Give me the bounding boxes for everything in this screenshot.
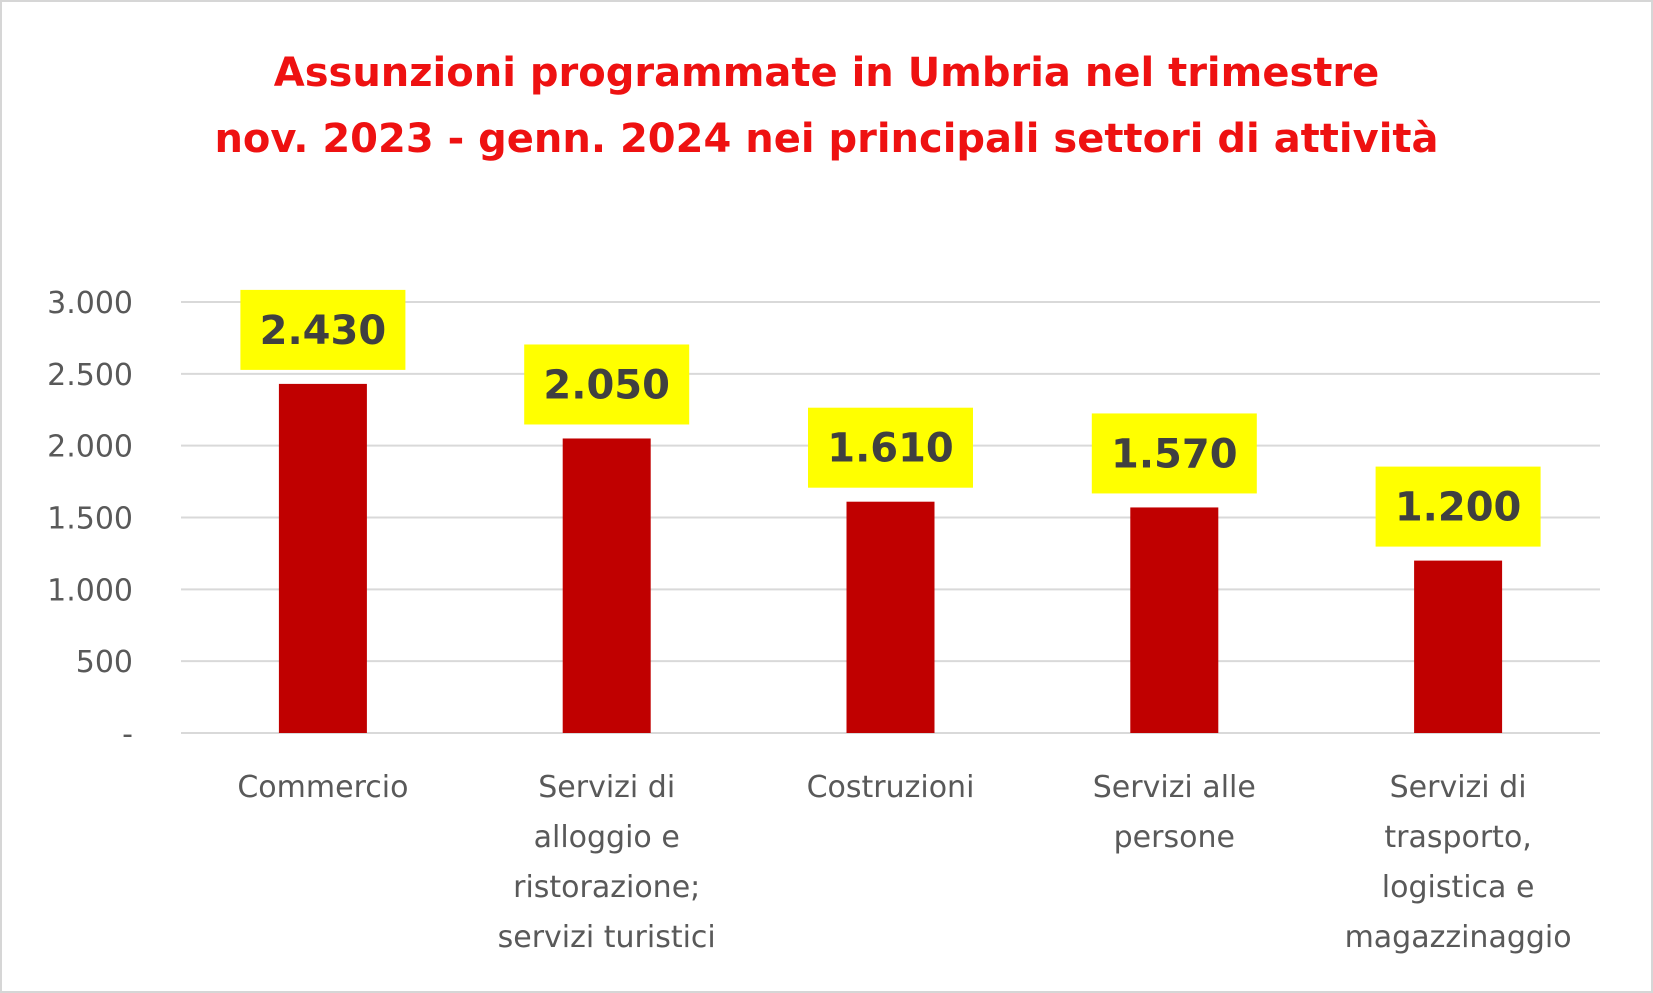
bar <box>562 438 651 733</box>
data-label: 2.050 <box>524 344 690 425</box>
bar <box>846 501 935 733</box>
x-tick-label-line: persone <box>1114 820 1235 855</box>
x-tick-label: Servizi alle persone <box>1093 770 1256 855</box>
chart-title-line-1: Assunzioni programmate in Umbria nel tri… <box>273 50 1380 96</box>
data-label: 2.430 <box>240 289 406 370</box>
data-label: 1.610 <box>808 407 973 488</box>
y-tick-label: 2.500 <box>47 358 133 393</box>
data-label-text: 1.200 <box>1395 485 1522 531</box>
x-tick-label: Servizi di alloggio e ristorazione; servizi… <box>498 770 716 955</box>
y-tick-label: - <box>122 717 133 752</box>
x-tick-label-line: Commercio <box>237 770 408 805</box>
data-label-highlight <box>808 407 973 488</box>
data-label-text: 2.430 <box>260 308 387 354</box>
x-tick-label-line: magazzinaggio <box>1345 920 1572 955</box>
data-label-highlight <box>1091 413 1257 494</box>
x-tick-label-line: Servizi di <box>538 770 675 805</box>
bar <box>278 383 367 733</box>
data-label-text: 1.570 <box>1111 431 1238 477</box>
y-axis-tick-labels: - 500 1.000 1.500 2.000 2.500 3.000 <box>47 286 133 752</box>
data-label-highlight <box>524 344 690 425</box>
data-label: 1.570 <box>1091 413 1257 494</box>
y-tick-label: 3.000 <box>47 286 133 321</box>
y-tick-label: 2.000 <box>47 430 133 465</box>
data-label-highlight <box>1375 466 1541 547</box>
y-tick-label: 500 <box>76 645 133 680</box>
data-label-highlight <box>240 289 406 370</box>
x-axis-tick-labels: Commercio Servizi di alloggio e ristorazion… <box>237 770 1571 955</box>
x-tick-label-line: servizi turistici <box>498 920 716 955</box>
bars <box>278 383 1503 733</box>
x-tick-label-line: logistica e <box>1382 870 1535 905</box>
y-tick-label: 1.500 <box>47 502 133 537</box>
x-tick-label-line: trasporto, <box>1384 820 1532 855</box>
x-tick-label-line: ristorazione; <box>513 870 700 905</box>
data-label-text: 1.610 <box>827 426 954 472</box>
x-tick-label-line: Costruzioni <box>807 770 975 805</box>
bar <box>1414 560 1503 733</box>
y-tick-label: 1.000 <box>47 573 133 608</box>
data-label-text: 2.050 <box>543 362 670 408</box>
x-tick-label-line: Servizi alle <box>1093 770 1256 805</box>
x-tick-label-line: Servizi di <box>1390 770 1527 805</box>
x-tick-label: Commercio <box>237 770 408 805</box>
data-label: 1.200 <box>1375 466 1541 547</box>
x-tick-label: Costruzioni <box>807 770 975 805</box>
chart-title-line-2: nov. 2023 - genn. 2024 nei principali se… <box>214 116 1439 162</box>
x-tick-label: Servizi di trasporto, logistica e magazzina… <box>1345 770 1572 955</box>
data-labels: 2.430 2.050 1.610 1.570 1.200 <box>240 289 1541 547</box>
x-tick-label-line: alloggio e <box>534 820 680 855</box>
chart-title: Assunzioni programmate in Umbria nel tri… <box>0 40 1653 172</box>
bar <box>1130 507 1219 733</box>
